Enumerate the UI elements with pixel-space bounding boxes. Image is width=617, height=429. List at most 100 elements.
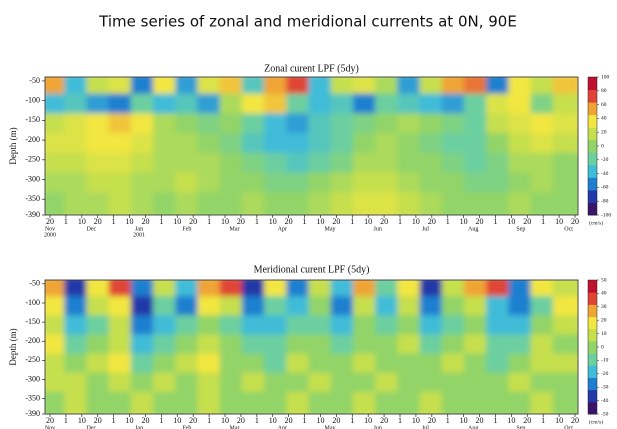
y-tick-label: -300 [25, 174, 40, 183]
heatmap-cell [219, 391, 248, 414]
colorbar-swatch [588, 328, 597, 342]
colorbar-swatch [588, 77, 597, 91]
heatmap-cell [552, 391, 578, 414]
y-tick-label: -300 [25, 374, 40, 383]
year-label: 2001 [133, 232, 145, 238]
month-label: Jan [135, 425, 143, 429]
month-label: Oct [564, 226, 573, 232]
x-tick-label: 10 [316, 217, 324, 226]
colorbar-label: -100 [601, 212, 611, 218]
month-label: Jan [135, 226, 143, 232]
heatmap-cell [463, 192, 493, 215]
colorbar-swatch [588, 280, 597, 293]
x-tick-label: 1 [303, 416, 307, 425]
heatmap-cell [130, 391, 160, 414]
heatmap-cell [463, 391, 493, 414]
y-tick-label: -150 [25, 115, 40, 124]
heatmap-cell [241, 192, 271, 215]
y-tick-label: -390 [25, 409, 40, 418]
x-tick-label: 10 [460, 416, 468, 425]
heatmap-cell [153, 391, 182, 414]
month-label: Sep [516, 226, 525, 232]
x-tick-label: 20 [476, 217, 484, 226]
x-tick-label: 10 [507, 217, 515, 226]
x-tick-label: 20 [285, 217, 293, 226]
heatmap-cell [241, 391, 271, 414]
heatmap-cell [86, 192, 115, 215]
heatmap-cell [45, 391, 71, 414]
x-tick-label: 1 [398, 416, 402, 425]
colorbar-swatch [588, 102, 597, 116]
colorbar-swatch [588, 152, 597, 166]
y-tick-label: -150 [25, 317, 40, 326]
x-tick-label: 20 [380, 217, 388, 226]
heatmap-cells [45, 280, 578, 414]
figure-title: Time series of zonal and meridional curr… [98, 13, 517, 31]
month-label: May [325, 425, 336, 429]
colorbar-label: 0 [601, 344, 604, 350]
month-label: Nov [45, 226, 55, 232]
x-tick-label: 10 [173, 416, 181, 425]
x-tick-label: 10 [173, 217, 181, 226]
heatmap-cell [352, 192, 382, 215]
x-tick-label: 1 [541, 416, 545, 425]
colorbar-label: 80 [601, 88, 607, 94]
x-tick-label: 10 [221, 217, 229, 226]
month-label: Aug [468, 226, 478, 232]
x-tick-label: 20 [237, 217, 245, 226]
colorbar-label: 40 [601, 116, 607, 122]
heatmap-cell [441, 192, 470, 215]
x-tick-label: 20 [189, 217, 197, 226]
heatmap [45, 77, 578, 215]
heatmap-cell [486, 192, 515, 215]
x-tick-label: 1 [207, 416, 211, 425]
y-tick-label: -200 [25, 336, 40, 345]
heatmap-cell [530, 192, 559, 215]
colorbar-label: -60 [601, 185, 609, 191]
month-label: Apr [278, 226, 287, 232]
x-tick-label: 20 [46, 217, 54, 226]
x-tick-label: 20 [141, 416, 149, 425]
x-tick-label: 1 [159, 217, 163, 226]
colorbar-label: -20 [601, 157, 609, 163]
month-label: Dec [87, 425, 97, 429]
panel-title: Zonal curent LPF (5dy) [264, 63, 359, 74]
x-tick-label: 1 [112, 416, 116, 425]
heatmap-cell [175, 192, 204, 215]
month-label: Mar [230, 425, 240, 429]
y-tick-label: -350 [25, 394, 40, 403]
x-tick-label: 10 [316, 416, 324, 425]
x-tick-label: 10 [78, 416, 86, 425]
heatmap-cell [508, 391, 537, 414]
x-tick-label: 20 [285, 416, 293, 425]
colorbar-swatch [588, 114, 597, 128]
colorbar-swatch [588, 177, 597, 191]
heatmap-cell [197, 391, 226, 414]
x-tick-label: 10 [364, 416, 372, 425]
month-label: Apr [278, 425, 287, 429]
colorbar-swatch [588, 353, 597, 366]
month-label: May [325, 226, 336, 232]
x-tick-label: 10 [555, 217, 563, 226]
colorbar-swatch [588, 316, 597, 330]
x-tick-label: 1 [64, 416, 68, 425]
x-tick-label: 1 [446, 217, 450, 226]
colorbar-label: 50 [601, 277, 607, 283]
x-tick-label: 10 [507, 416, 515, 425]
colorbar-label: -40 [601, 171, 609, 177]
colorbar-label: 30 [601, 304, 607, 310]
heatmap-cell [352, 391, 382, 414]
month-label: Dec [87, 226, 97, 232]
heatmap-cell [153, 192, 182, 215]
heatmap-cell [264, 192, 293, 215]
heatmap-cell [330, 391, 359, 414]
x-tick-label: 20 [571, 416, 579, 425]
colorbar-label: -20 [601, 371, 609, 377]
x-tick-label: 10 [126, 217, 134, 226]
month-label: Jul [422, 226, 429, 232]
x-tick-label: 1 [64, 217, 68, 226]
heatmap-cell [108, 192, 137, 215]
colorbar-label: 20 [601, 317, 607, 323]
x-tick-label: 1 [255, 416, 259, 425]
colorbar-label: -30 [601, 384, 609, 390]
